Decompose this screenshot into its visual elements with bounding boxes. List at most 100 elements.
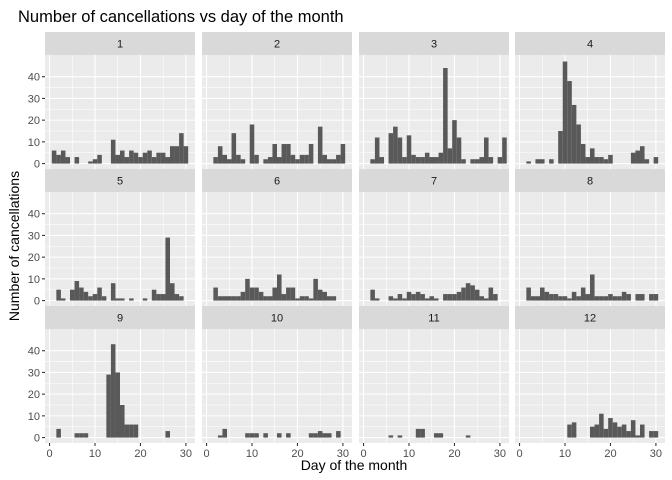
- bar: [438, 152, 444, 164]
- x-tick-label: 10: [89, 448, 101, 460]
- bar: [640, 294, 645, 301]
- panel-background: [359, 192, 509, 306]
- facet-5: 5 0 10 20 30 40: [28, 169, 195, 308]
- bar: [295, 298, 300, 301]
- facet-strip-label: 5: [117, 176, 123, 188]
- bar: [106, 374, 111, 438]
- bar: [388, 435, 394, 438]
- bar: [424, 298, 430, 301]
- y-tick-label: 30: [28, 367, 40, 379]
- bar: [447, 294, 453, 301]
- y-tick-label: 20: [28, 115, 40, 127]
- bar: [590, 426, 595, 438]
- bar: [415, 428, 421, 438]
- bar: [502, 137, 507, 164]
- bar: [327, 296, 332, 301]
- bar: [56, 289, 61, 301]
- bar: [594, 296, 600, 301]
- y-axis-title: Number of cancellations: [6, 171, 22, 321]
- bar: [97, 154, 102, 164]
- x-tick-label: 20: [604, 448, 616, 460]
- facet-strip-label: 1: [117, 39, 123, 51]
- bar: [70, 289, 75, 301]
- bar: [635, 294, 640, 301]
- bar: [549, 159, 554, 164]
- bar: [170, 146, 175, 164]
- bar: [174, 146, 180, 164]
- bar: [299, 296, 305, 301]
- bar: [322, 433, 327, 438]
- bar: [590, 274, 595, 301]
- y-tick-label: 10: [28, 411, 40, 423]
- bar: [576, 296, 581, 301]
- bar: [286, 287, 291, 301]
- bar: [272, 287, 277, 301]
- bar: [626, 294, 631, 301]
- bar: [640, 146, 645, 164]
- bar: [151, 157, 157, 164]
- x-tick-label: 0: [516, 448, 522, 460]
- bar: [585, 157, 590, 164]
- bar: [129, 298, 134, 301]
- bar: [608, 154, 613, 164]
- bar: [370, 159, 375, 164]
- bar: [217, 296, 223, 301]
- x-tick-label: 10: [246, 448, 258, 460]
- facet-11: 11 0 10 20 30: [359, 306, 509, 460]
- bar: [599, 157, 604, 164]
- x-tick-label: 10: [403, 448, 415, 460]
- bar: [535, 159, 540, 164]
- bar: [231, 296, 237, 301]
- bar: [420, 157, 425, 164]
- bar: [317, 126, 323, 164]
- bar: [240, 159, 246, 164]
- bar: [120, 150, 125, 164]
- bar: [393, 126, 398, 164]
- bar: [562, 296, 568, 301]
- bar: [461, 287, 466, 301]
- bar: [553, 294, 559, 301]
- bar: [526, 287, 531, 301]
- panel-background: [202, 329, 352, 443]
- y-tick-label: 10: [28, 274, 40, 286]
- bar: [217, 435, 223, 438]
- bar: [142, 152, 148, 164]
- bar: [370, 289, 375, 301]
- bar: [267, 296, 273, 301]
- bar: [544, 291, 550, 301]
- bar: [231, 133, 237, 164]
- bar: [571, 422, 577, 438]
- y-tick-label: 0: [34, 296, 40, 308]
- bar: [603, 159, 609, 164]
- bar: [580, 144, 586, 164]
- bar: [83, 433, 89, 438]
- bar: [653, 157, 659, 164]
- bar: [263, 433, 268, 438]
- bar: [388, 133, 394, 164]
- bar: [254, 433, 259, 438]
- bar: [484, 298, 489, 301]
- bar: [227, 159, 232, 164]
- bar: [567, 81, 572, 164]
- bar: [129, 424, 134, 438]
- bar: [649, 294, 654, 301]
- facet-strip: [45, 169, 195, 192]
- bar: [83, 291, 89, 301]
- bar: [277, 274, 282, 301]
- bar: [88, 296, 93, 301]
- bar: [101, 296, 107, 301]
- x-tick-label: 30: [180, 448, 192, 460]
- bar: [124, 424, 130, 438]
- bar: [179, 133, 184, 164]
- facet-strip: [359, 32, 509, 55]
- bar: [263, 296, 268, 301]
- bar: [304, 296, 309, 301]
- bar: [474, 159, 480, 164]
- bar: [313, 433, 318, 438]
- bar: [110, 344, 116, 438]
- bar: [374, 298, 380, 301]
- facet-strip-label: 3: [431, 39, 437, 51]
- bar: [424, 152, 430, 164]
- bar: [240, 291, 246, 301]
